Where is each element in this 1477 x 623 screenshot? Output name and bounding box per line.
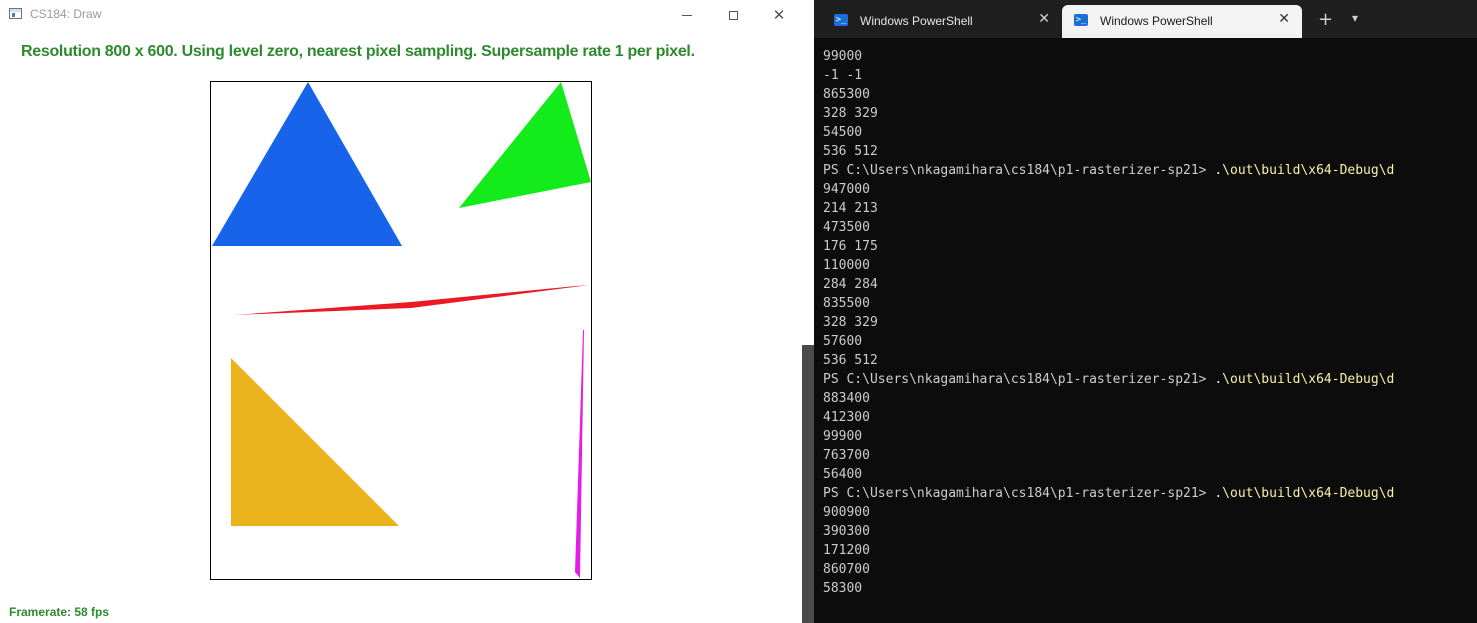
magenta-sliver xyxy=(575,330,584,578)
close-button[interactable]: ✕ xyxy=(756,0,802,30)
output-line: 835500 xyxy=(823,296,870,311)
output-line: 214 213 xyxy=(823,201,878,216)
powershell-icon: >_ xyxy=(834,14,848,26)
output-line: 947000 xyxy=(823,182,870,197)
output-line: 110000 xyxy=(823,258,870,273)
output-line: 536 512 xyxy=(823,353,878,368)
output-line: 900900 xyxy=(823,505,870,520)
output-line: 176 175 xyxy=(823,239,878,254)
output-line: 54500 xyxy=(823,125,863,140)
output-line: 284 284 xyxy=(823,277,878,292)
output-line: 860700 xyxy=(823,562,870,577)
terminal-tabbar: >_ Windows PowerShell ✕ >_ Windows Power… xyxy=(814,0,1477,38)
framerate-text: Framerate: 58 fps xyxy=(9,605,110,619)
prompt-command: .\out\build\x64-Debug\d xyxy=(1214,163,1395,178)
terminal-window: >_ Windows PowerShell ✕ >_ Windows Power… xyxy=(814,0,1477,623)
maximize-icon xyxy=(728,10,738,20)
output-line: 412300 xyxy=(823,410,870,425)
new-tab-button[interactable]: + xyxy=(1318,9,1334,30)
output-line: 99000 xyxy=(823,49,863,64)
output-line: -1 -1 xyxy=(823,68,863,83)
blue-triangle xyxy=(212,82,402,246)
render-status-text: Resolution 800 x 600. Using level zero, … xyxy=(21,43,695,60)
tab-close-icon[interactable]: ✕ xyxy=(1278,11,1290,27)
prompt-path: PS C:\Users\nkagamihara\cs184\p1-rasteri… xyxy=(823,372,1215,387)
output-line: 390300 xyxy=(823,524,870,539)
tab-dropdown-chevron-icon[interactable]: ▾ xyxy=(1352,11,1359,25)
prompt-command: .\out\build\x64-Debug\d xyxy=(1214,486,1395,501)
green-triangle xyxy=(459,82,591,208)
output-line: 58300 xyxy=(823,581,863,596)
output-line: 171200 xyxy=(823,543,870,558)
tab-close-icon[interactable]: ✕ xyxy=(1038,11,1050,27)
tab-powershell-1[interactable]: >_ Windows PowerShell ✕ xyxy=(822,5,1062,38)
prompt-line: PS C:\Users\nkagamihara\cs184\p1-rasteri… xyxy=(823,484,1477,503)
output-line: 763700 xyxy=(823,448,870,463)
app-window-icon xyxy=(9,8,22,19)
tab-label: Windows PowerShell xyxy=(1100,14,1213,28)
output-line: 865300 xyxy=(823,87,870,102)
close-icon: ✕ xyxy=(772,5,786,24)
prompt-line: PS C:\Users\nkagamihara\cs184\p1-rasteri… xyxy=(823,370,1477,389)
desktop-gap-dark xyxy=(802,345,814,623)
draw-window-title: CS184: Draw xyxy=(30,7,102,21)
canvas-drawing xyxy=(212,82,591,578)
yellow-triangle xyxy=(231,358,399,526)
minimize-button[interactable] xyxy=(664,0,710,30)
output-line: 56400 xyxy=(823,467,863,482)
red-sliver xyxy=(234,285,589,315)
output-line: 536 512 xyxy=(823,144,878,159)
minimize-icon xyxy=(682,14,692,16)
render-canvas[interactable] xyxy=(210,81,592,580)
prompt-command: .\out\build\x64-Debug\d xyxy=(1214,372,1395,387)
output-line: 99900 xyxy=(823,429,863,444)
powershell-icon: >_ xyxy=(1074,14,1088,26)
draw-window: CS184: Draw ✕ Resolution 800 x 600. Usin… xyxy=(0,0,802,619)
maximize-button[interactable] xyxy=(710,0,756,30)
terminal-console[interactable]: 99000 -1 -1 865300 328 329 54500 536 512 PS C:… xyxy=(823,47,1477,617)
tab-powershell-2[interactable]: >_ Windows PowerShell ✕ xyxy=(1062,5,1302,38)
output-line: 328 329 xyxy=(823,315,878,330)
output-line: 328 329 xyxy=(823,106,878,121)
prompt-path: PS C:\Users\nkagamihara\cs184\p1-rasteri… xyxy=(823,486,1215,501)
prompt-line: PS C:\Users\nkagamihara\cs184\p1-rasteri… xyxy=(823,161,1477,180)
output-line: 57600 xyxy=(823,334,863,349)
prompt-path: PS C:\Users\nkagamihara\cs184\p1-rasteri… xyxy=(823,163,1215,178)
output-line: 883400 xyxy=(823,391,870,406)
draw-titlebar[interactable]: CS184: Draw ✕ xyxy=(0,0,802,30)
tab-label: Windows PowerShell xyxy=(860,14,973,28)
output-line: 473500 xyxy=(823,220,870,235)
